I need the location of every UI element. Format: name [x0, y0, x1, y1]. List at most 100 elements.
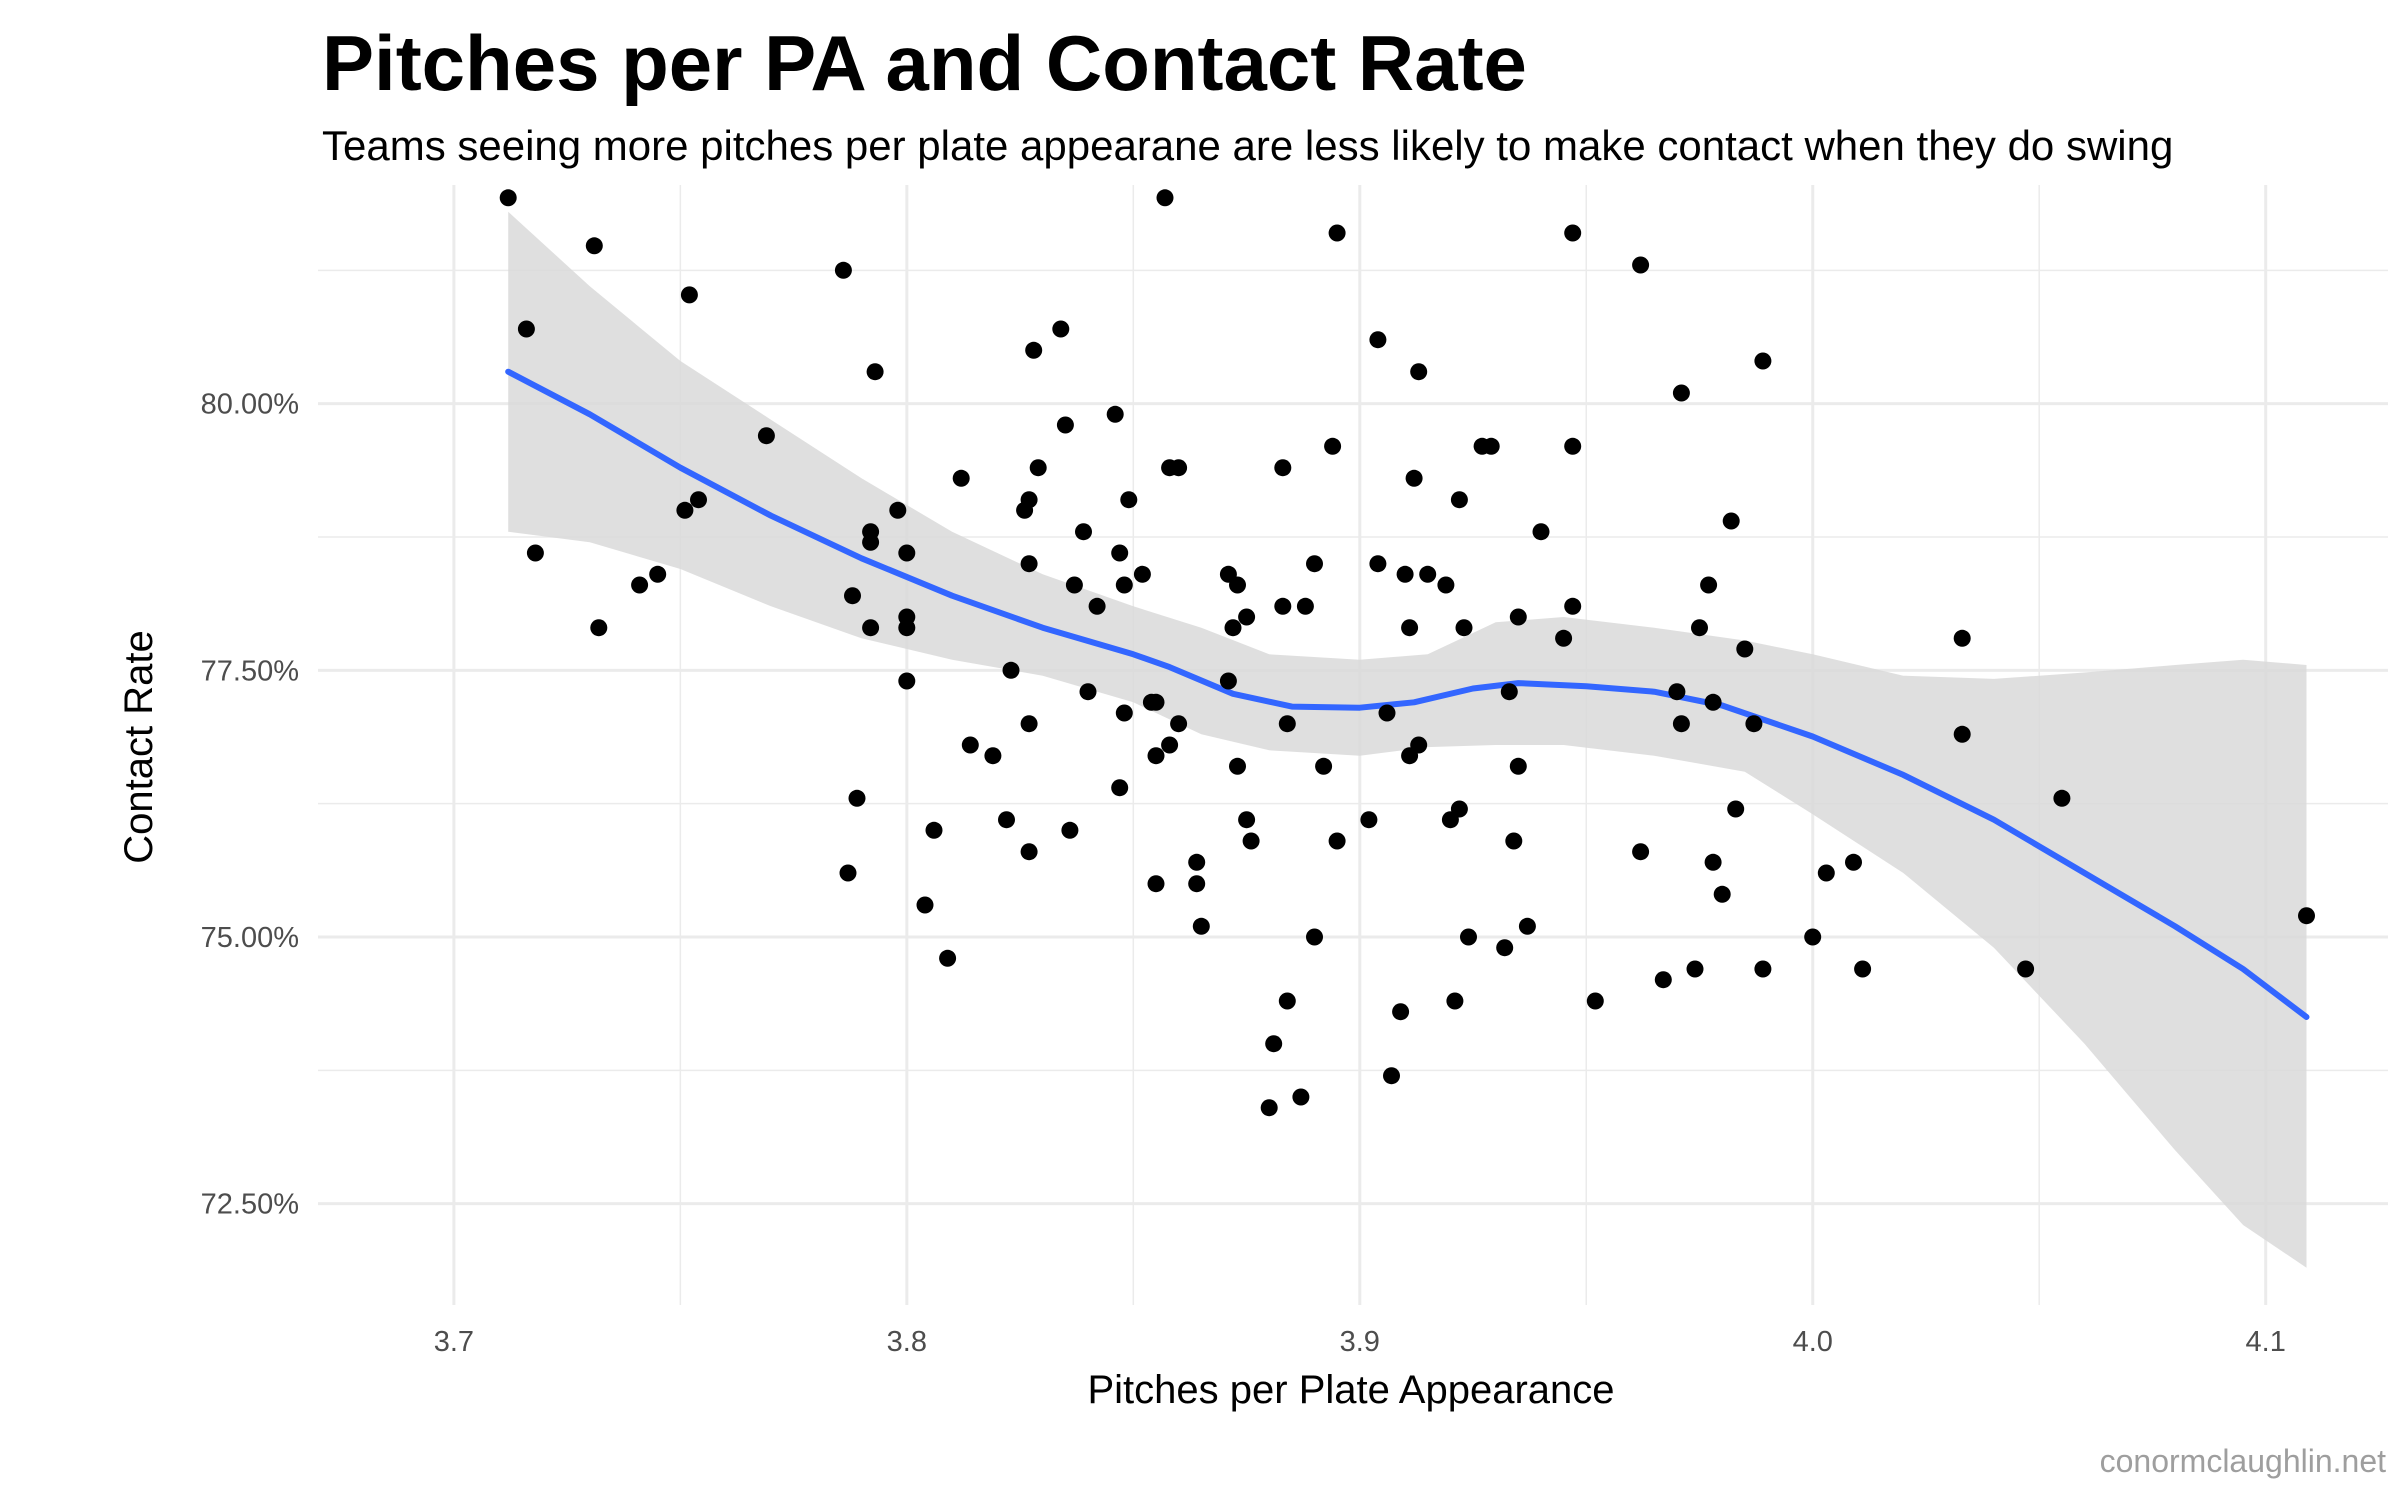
data-point [1369, 331, 1387, 349]
data-point [526, 544, 544, 562]
data-point [1111, 779, 1129, 797]
data-point [1020, 555, 1038, 573]
data-point [1278, 715, 1296, 733]
data-point [1061, 821, 1079, 839]
data-point [1450, 800, 1468, 818]
data-point [1754, 960, 1772, 978]
data-point [1564, 437, 1582, 455]
x-tick-label: 4.0 [1793, 1326, 1833, 1358]
data-point [1378, 704, 1396, 722]
data-point [1324, 437, 1342, 455]
y-tick-label: 75.00% [201, 922, 299, 954]
data-point [1722, 512, 1740, 530]
smooth-line-group [505, 368, 2310, 1020]
chart-caption: conormclaughlin.net [2099, 1443, 2386, 1479]
data-point [1296, 597, 1314, 615]
data-point [1242, 832, 1260, 850]
data-point [1020, 491, 1038, 509]
x-tick-label: 4.1 [2246, 1326, 2286, 1358]
data-point [1505, 832, 1523, 850]
data-point [1052, 320, 1070, 338]
data-point [1401, 619, 1419, 637]
data-point [1396, 565, 1414, 583]
data-point [1854, 960, 1872, 978]
data-point [1518, 917, 1536, 935]
data-point [1460, 928, 1477, 946]
data-point [1564, 224, 1582, 242]
data-point [680, 286, 698, 304]
data-point [1133, 565, 1151, 583]
data-point [925, 821, 943, 839]
data-point [1260, 1099, 1278, 1117]
data-point [499, 189, 517, 207]
x-axis-ticks: 3.7 3.8 3.9 4.0 4.1 [434, 1326, 2286, 1358]
data-point [984, 747, 1002, 765]
data-point [1804, 928, 1822, 946]
data-point [1002, 661, 1020, 679]
data-point [1496, 939, 1514, 957]
data-point [839, 864, 857, 882]
data-point [1079, 683, 1097, 701]
y-tick-label: 72.50% [201, 1189, 299, 1221]
points-group [499, 189, 2315, 1117]
data-point [1278, 992, 1296, 1010]
data-point [1120, 491, 1138, 509]
data-point [1188, 875, 1206, 893]
data-point [1025, 341, 1043, 359]
data-point [1147, 747, 1165, 765]
data-point [1383, 1067, 1400, 1085]
smooth-line [505, 368, 2310, 1020]
chart-subtitle: Teams seeing more pitches per plate appe… [322, 122, 2174, 169]
data-point [1156, 189, 1174, 207]
data-point [1482, 437, 1500, 455]
data-point [1238, 608, 1256, 626]
data-point [1754, 352, 1772, 370]
data-point [1056, 416, 1074, 434]
data-point [1306, 928, 1323, 946]
data-point [585, 237, 603, 255]
data-point [834, 261, 852, 279]
data-point [1555, 629, 1573, 647]
data-point [1106, 405, 1124, 423]
data-point [1700, 576, 1718, 594]
data-point [690, 491, 707, 509]
data-point [1817, 864, 1835, 882]
data-point [1274, 597, 1292, 615]
data-point [998, 811, 1015, 829]
data-point [1845, 853, 1862, 871]
x-tick-label: 3.7 [434, 1326, 474, 1358]
data-point [1509, 757, 1527, 775]
data-point [961, 736, 979, 754]
data-point [1410, 363, 1428, 381]
data-point [1219, 672, 1237, 690]
data-point [1115, 576, 1133, 594]
data-point [1953, 629, 1971, 647]
data-point [1360, 811, 1378, 829]
data-point [1029, 459, 1047, 477]
data-point [1668, 683, 1686, 701]
data-point [1170, 459, 1188, 477]
data-point [1238, 811, 1256, 829]
data-point [1147, 693, 1165, 711]
data-point [1632, 256, 1650, 274]
data-point [1292, 1088, 1310, 1106]
data-point [1586, 992, 1604, 1010]
data-point [1564, 597, 1582, 615]
confidence-band-group [508, 211, 2307, 1268]
data-point [1075, 523, 1092, 541]
data-point [1229, 757, 1246, 775]
data-point [1229, 576, 1246, 594]
data-point [1632, 843, 1650, 861]
y-axis-ticks: 72.50% 75.00% 77.50% 80.00% [201, 389, 299, 1221]
data-point [1410, 736, 1428, 754]
data-point [898, 619, 916, 637]
data-point [1020, 715, 1038, 733]
data-point [676, 501, 694, 519]
data-point [2017, 960, 2035, 978]
data-point [1672, 715, 1690, 733]
data-point [1111, 544, 1129, 562]
data-point [889, 501, 907, 519]
data-point [939, 949, 957, 967]
confidence-band [508, 211, 2307, 1268]
